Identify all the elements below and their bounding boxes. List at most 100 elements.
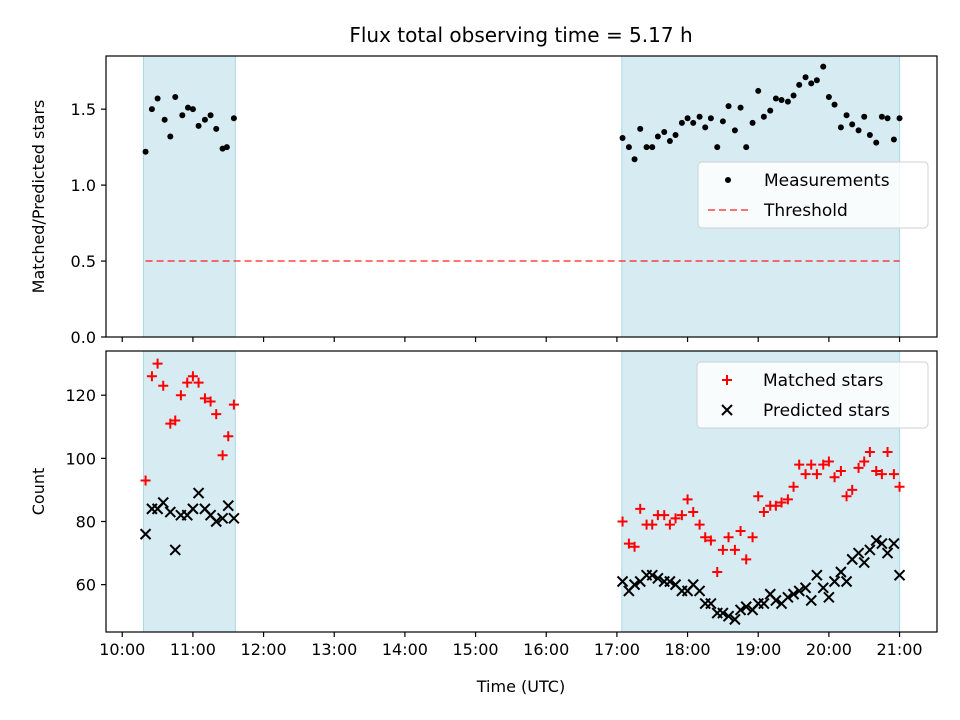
measurement-point bbox=[696, 113, 703, 120]
matched-star-point bbox=[140, 475, 151, 486]
matched-star-point bbox=[712, 567, 723, 578]
measurement-point bbox=[714, 144, 721, 151]
measurement-point bbox=[861, 113, 868, 120]
y-tick-label: 100 bbox=[65, 449, 96, 468]
measurement-point bbox=[866, 131, 873, 138]
predicted-star-point bbox=[693, 585, 706, 597]
measurement-point bbox=[690, 119, 697, 126]
measurement-point bbox=[154, 95, 161, 102]
measurement-point bbox=[672, 131, 679, 138]
predicted-star-point bbox=[210, 515, 222, 528]
measurement-point bbox=[619, 135, 626, 142]
measurement-point bbox=[790, 92, 797, 99]
legend-label: Measurements bbox=[764, 171, 890, 191]
measurement-point bbox=[725, 103, 732, 110]
bottom-panel: 60 80 100 120 10:00 11:00 12:00 13:00 14:00 15:00… bbox=[29, 350, 938, 659]
predicted-star-point bbox=[793, 585, 805, 597]
measurement-point bbox=[625, 144, 632, 151]
measurement-point bbox=[878, 113, 885, 120]
predicted-star-point bbox=[192, 487, 205, 499]
matched-star-point bbox=[782, 494, 793, 505]
measurement-point bbox=[843, 112, 850, 119]
predicted-star-point bbox=[169, 544, 181, 556]
measurement-point bbox=[825, 94, 832, 101]
predicted-star-point bbox=[881, 547, 894, 559]
matched-star-point bbox=[829, 472, 840, 483]
matched-star-point bbox=[864, 447, 875, 458]
matched-star-point bbox=[152, 358, 163, 369]
measurement-point bbox=[731, 127, 738, 134]
matched-star-point bbox=[217, 450, 228, 461]
matched-star-point bbox=[228, 399, 239, 410]
matched-star-point bbox=[741, 554, 752, 565]
matched-star-point bbox=[205, 396, 216, 407]
predicted-star-point bbox=[823, 591, 835, 603]
measurement-point bbox=[142, 148, 149, 155]
x-tick-label: 21:00 bbox=[876, 640, 922, 659]
measurement-point bbox=[678, 119, 685, 126]
measurement-point bbox=[778, 97, 785, 104]
chart-title: Flux total observing time = 5.17 h bbox=[349, 23, 692, 47]
legend-label: Threshold bbox=[763, 201, 848, 221]
legend-label: Matched stars bbox=[763, 371, 883, 391]
predicted-star-point bbox=[705, 597, 717, 610]
measurement-point bbox=[172, 94, 179, 101]
predicted-star-point bbox=[628, 578, 641, 591]
matched-star-point bbox=[617, 516, 628, 527]
predicted-star-point bbox=[222, 500, 234, 512]
measurement-point bbox=[184, 104, 191, 111]
predicted-star-point bbox=[852, 547, 865, 559]
matched-star-point bbox=[876, 469, 887, 480]
measurement-point bbox=[796, 81, 803, 88]
measurement-point bbox=[802, 74, 809, 81]
matched-star-point bbox=[888, 469, 899, 480]
legend: Measurements Threshold bbox=[697, 161, 929, 229]
plot-frame bbox=[105, 55, 938, 338]
predicted-star-point bbox=[216, 512, 229, 525]
measurement-point bbox=[649, 144, 656, 151]
predicted-star-point bbox=[870, 534, 882, 547]
y-tick-label: 0.5 bbox=[71, 252, 96, 271]
predicted-star-point bbox=[770, 594, 782, 607]
matched-star-point bbox=[623, 538, 634, 549]
predicted-star-point bbox=[799, 582, 812, 594]
matched-star-point bbox=[717, 544, 728, 555]
predicted-star-point bbox=[782, 591, 794, 603]
y-tick-label: 1.0 bbox=[71, 176, 96, 195]
predicted-star-point bbox=[187, 503, 199, 515]
predicted-star-point bbox=[888, 537, 900, 550]
measurement-point bbox=[813, 77, 820, 84]
matched-star-point bbox=[841, 491, 852, 502]
predicted-star-point bbox=[157, 496, 169, 509]
measurement-point bbox=[637, 125, 644, 132]
x-tick-label: 14:00 bbox=[382, 640, 428, 659]
matched-star-point bbox=[175, 390, 186, 401]
shaded-interval-0 bbox=[142, 350, 236, 633]
measurement-point bbox=[737, 104, 744, 111]
matched-star-point bbox=[788, 481, 799, 492]
predicted-star-point bbox=[734, 604, 747, 616]
matched-star-point bbox=[223, 431, 234, 442]
legend-box bbox=[697, 161, 929, 229]
x-tick-label: 20:00 bbox=[806, 640, 852, 659]
matched-star-point bbox=[664, 519, 675, 530]
measurement-point bbox=[661, 128, 668, 135]
x-tick-label: 15:00 bbox=[453, 640, 499, 659]
measurement-point bbox=[831, 101, 838, 108]
matched-star-point bbox=[894, 481, 905, 492]
matched-star-point bbox=[770, 500, 781, 511]
legend: Matched stars Predicted stars bbox=[696, 361, 929, 429]
predicted-star-point bbox=[717, 607, 729, 619]
matched-star-point bbox=[647, 519, 658, 530]
matched-star-point bbox=[811, 469, 822, 480]
predicted-star-point bbox=[664, 575, 676, 588]
measurement-point bbox=[702, 124, 709, 131]
measurement-point bbox=[772, 95, 779, 102]
predicted-star-point bbox=[740, 601, 752, 613]
measurement-point bbox=[760, 113, 767, 120]
predicted-star-point bbox=[646, 569, 658, 581]
matched-star-point bbox=[182, 377, 193, 388]
measurement-point bbox=[213, 125, 220, 132]
measurement-point bbox=[631, 156, 638, 163]
